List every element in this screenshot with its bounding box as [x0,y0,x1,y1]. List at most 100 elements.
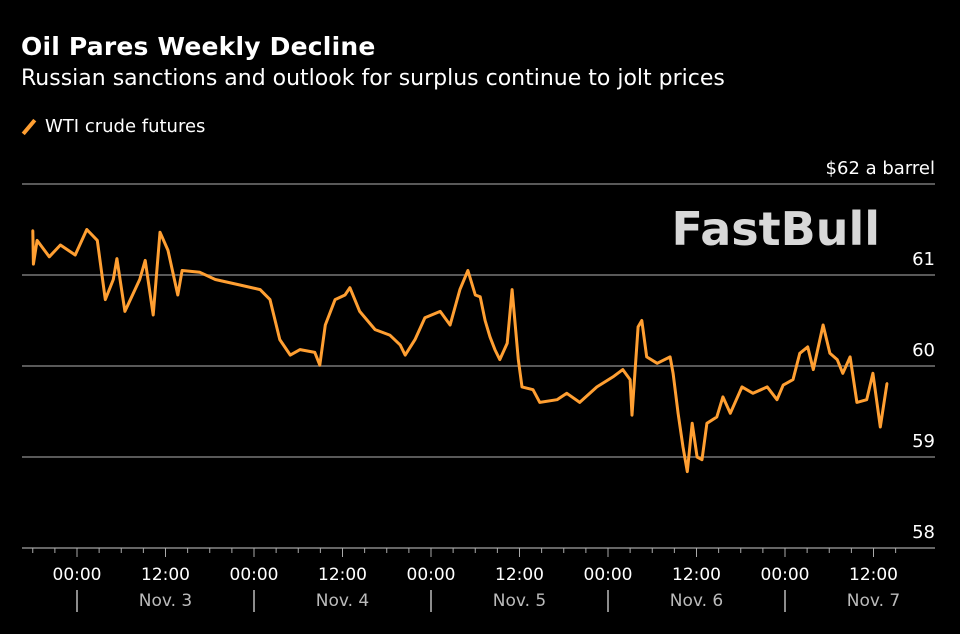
data-point [403,353,407,357]
data-point [806,345,809,349]
data-point [358,310,361,313]
data-point [565,392,569,395]
data-point [48,255,51,258]
data-point [595,385,599,389]
data-point [517,358,520,361]
day-label: Nov. 4 [316,591,369,611]
day-label: Nov. 6 [670,591,723,611]
data-point [423,316,427,319]
data-point [645,355,648,359]
data-point [836,358,839,361]
data-point [690,422,694,425]
data-point [885,382,889,385]
data-point [31,229,34,232]
y-tick-label: 61 [912,249,935,270]
data-point [198,271,202,274]
data-point [630,413,634,417]
data-point [751,392,755,395]
data-point [668,355,672,359]
chart-subtitle: Russian sanctions and outlook for surplu… [21,66,725,91]
day-label: Nov. 7 [847,591,900,611]
x-tick-label: 00:00 [761,565,810,585]
data-point [138,278,141,281]
data-point [686,470,689,473]
data-point [506,342,509,345]
data-point [640,319,644,322]
data-point [791,378,795,381]
x-tick-label: 12:00 [849,565,898,585]
data-point [715,415,718,419]
x-tick-label: 00:00 [230,565,279,585]
data-point [871,372,875,375]
data-point [373,328,377,331]
data-point [115,257,119,260]
x-tick-label: 12:00 [495,565,544,585]
data-point [798,352,801,355]
data-point [520,385,524,389]
data-point [399,343,402,347]
data-point [59,243,62,247]
data-point [466,269,470,272]
data-point [705,422,709,425]
data-point [318,363,321,367]
data-point [478,295,482,299]
data-point [740,385,744,389]
x-tick-label: 12:00 [672,565,721,585]
data-point [448,323,452,327]
data-point [73,253,77,257]
data-point [671,372,675,375]
data-point [729,412,732,415]
data-point [96,239,99,242]
legend: WTI crude futures [21,116,205,137]
x-tick-label: 00:00 [584,565,633,585]
data-point [268,298,272,301]
data-point [112,278,115,281]
y-tick-label: $62 a barrel [826,158,935,179]
data-point [123,310,127,313]
data-point [655,362,659,365]
day-label: Nov. 5 [493,591,546,611]
x-tick-label: 12:00 [141,565,190,585]
data-point [578,401,581,404]
data-point [413,338,417,341]
data-point [458,288,462,291]
y-tick-label: 60 [912,340,935,361]
watermark-logo: FastBull [672,202,880,256]
data-point [176,293,179,297]
data-point [538,401,541,404]
data-point [85,228,89,231]
data-point [348,286,352,289]
y-tick-label: 59 [912,431,935,452]
data-point [865,398,868,401]
x-tick-label: 00:00 [53,565,102,585]
data-point [812,368,815,371]
data-point [681,445,685,449]
data-point [879,425,882,429]
y-tick-label: 58 [912,522,935,543]
data-point [493,348,497,351]
data-point [510,288,514,291]
data-point [474,293,477,297]
data-point [611,375,615,379]
data-point [855,401,859,404]
data-point [439,310,442,313]
data-point [298,348,302,351]
data-point [488,335,492,339]
day-label: Nov. 3 [139,591,192,611]
data-point [289,353,292,357]
data-point [483,319,487,322]
data-point [676,412,680,415]
data-point [555,398,559,401]
data-point [158,231,162,234]
data-point [313,351,317,354]
data-point [700,458,704,461]
data-point [498,358,502,361]
data-point [841,372,844,375]
data-point [621,368,624,371]
data-point [531,388,535,391]
x-tick-label: 00:00 [407,565,456,585]
chart-title: Oil Pares Weekly Decline [21,32,376,61]
data-point [628,378,632,381]
data-point [104,298,107,301]
data-point [781,383,785,387]
